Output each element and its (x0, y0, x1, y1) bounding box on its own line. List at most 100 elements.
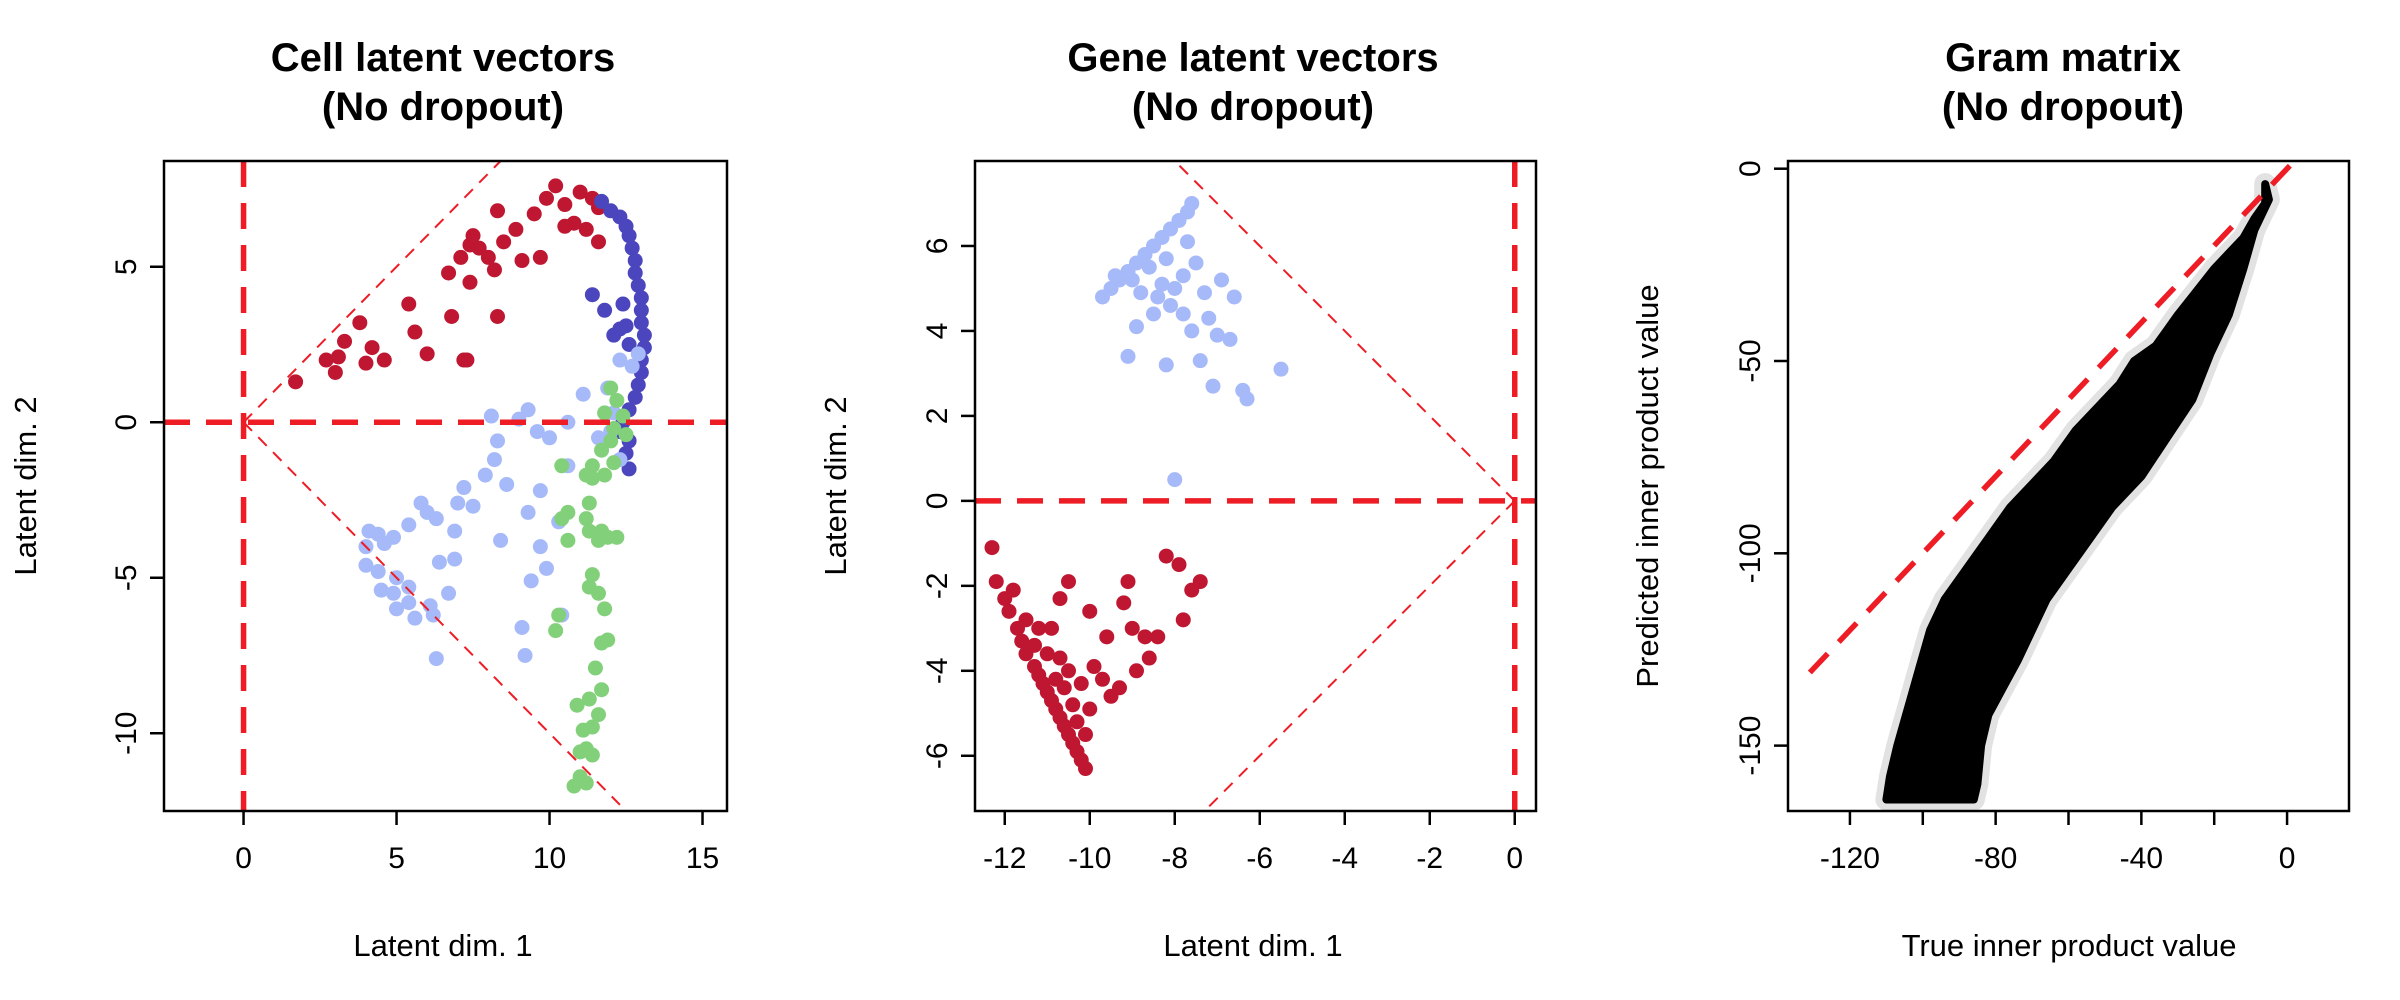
gram-y-tick-label-2: -100 (1734, 523, 1767, 583)
cell-point-2-29 (486, 452, 502, 468)
cell-point-0-24 (490, 203, 506, 219)
cell-point-3-14 (581, 523, 597, 539)
gene-point-0-14 (1133, 285, 1149, 301)
gene-point-1-0 (984, 540, 1000, 556)
cell-point-3-32 (569, 697, 585, 713)
gene-point-0-20 (1129, 319, 1144, 335)
cell-point-0-11 (419, 346, 435, 362)
cell-point-3-40 (566, 778, 582, 794)
cell-point-1-25 (597, 302, 613, 318)
cell-reference-line-3 (242, 421, 621, 806)
cell-point-2-28 (477, 467, 493, 483)
cell-point-0-37 (590, 234, 606, 250)
gram-y-tick-label-3: -150 (1734, 716, 1767, 776)
cell-point-3-38 (584, 747, 600, 763)
gene-point-1-48 (1141, 650, 1157, 666)
gene-x-tick-label-3: -6 (1246, 842, 1273, 875)
gram-panel-xlabel: True inner product value (1902, 928, 2237, 963)
cell-panel-ylabel: Latent dim. 2 (8, 396, 43, 575)
gene-point-0-13 (1124, 272, 1140, 288)
cell-point-2-22 (447, 523, 463, 539)
cell-point-2-45 (542, 430, 558, 446)
cell-point-2-43 (517, 647, 533, 663)
cell-point-2-54 (630, 346, 646, 362)
gene-plot-area (975, 161, 1536, 811)
gene-point-0-26 (1209, 327, 1225, 343)
cell-point-2-35 (520, 402, 536, 418)
cell-point-1-26 (615, 296, 631, 312)
gene-point-1-23 (1031, 620, 1047, 636)
gene-point-1-27 (1052, 650, 1068, 666)
cell-plot-frame (162, 159, 729, 813)
cell-point-2-57 (532, 483, 548, 499)
gene-panel-ylabel: Latent dim. 2 (818, 396, 853, 575)
gene-point-0-40 (1154, 276, 1170, 292)
gene-point-1-44 (1112, 680, 1127, 696)
cell-point-2-21 (431, 554, 447, 570)
gene-point-0-24 (1184, 323, 1200, 339)
gene-y-tick-label-4: -2 (921, 572, 954, 599)
cell-point-2-37 (520, 504, 536, 520)
cell-point-3-10 (554, 458, 570, 474)
cell-point-0-15 (462, 274, 478, 290)
gene-point-1-51 (1171, 557, 1187, 573)
cell-point-2-10 (373, 582, 389, 598)
gene-point-1-34 (1073, 676, 1089, 692)
gene-x-tick-label-4: -4 (1331, 842, 1358, 875)
gene-point-0-21 (1146, 306, 1161, 322)
cell-point-0-31 (557, 197, 573, 213)
gene-point-0-18 (1167, 280, 1183, 296)
cell-point-0-12 (444, 309, 460, 325)
gene-point-1-54 (1192, 574, 1208, 590)
cell-point-3-26 (548, 623, 564, 639)
gene-panel-title-line1: Gene latent vectors (1067, 36, 1438, 80)
cell-point-3-0 (603, 380, 619, 396)
cell-panel-marks: 0 5 10 15 5 0 -5 -10 (110, 159, 729, 875)
gram-plot-area (1807, 161, 2297, 811)
cell-point-0-17 (453, 249, 469, 265)
gram-reference-line-0 (1807, 161, 2297, 675)
gram-matrix-panel: Gram matrix (No dropout) True inner prod… (1630, 36, 2351, 963)
cell-point-3-41 (578, 775, 594, 791)
gene-point-1-36 (1052, 591, 1068, 607)
gene-point-0-12 (1107, 268, 1123, 284)
cell-point-0-10 (407, 324, 423, 340)
cell-point-0-20 (465, 228, 481, 244)
cell-point-1-4 (621, 228, 637, 244)
cell-point-2-42 (523, 573, 539, 589)
gene-point-0-38 (1188, 255, 1204, 271)
cell-point-3-35 (575, 722, 591, 738)
gene-point-1-40 (1099, 629, 1115, 645)
gene-point-1-24 (1039, 646, 1055, 662)
gene-point-1-22 (1027, 637, 1042, 653)
gene-y-tick-label-2: 2 (921, 408, 954, 425)
cell-point-0-22 (486, 262, 502, 278)
cell-point-1-24 (584, 287, 600, 303)
gene-point-0-33 (1226, 289, 1242, 305)
gene-point-0-22 (1163, 297, 1178, 313)
cell-y-tick-label-2: -5 (110, 564, 143, 591)
cell-point-2-20 (428, 511, 444, 527)
gene-point-1-45 (1120, 574, 1136, 590)
cell-point-1-7 (627, 265, 643, 281)
gene-point-1-47 (1137, 629, 1153, 645)
cell-point-0-23 (496, 234, 512, 250)
gene-point-0-11 (1184, 195, 1200, 211)
gene-point-1-29 (1065, 697, 1081, 713)
gene-point-0-41 (1197, 285, 1212, 301)
gene-point-1-53 (1175, 612, 1191, 628)
cell-point-1-5 (624, 240, 640, 256)
gene-y-tick-label-3: 0 (921, 493, 954, 510)
cell-point-2-17 (428, 651, 444, 667)
gene-point-1-19 (1078, 761, 1093, 777)
gene-point-1-46 (1129, 663, 1144, 679)
cell-point-0-3 (337, 333, 353, 349)
cell-x-tick-label-0: 0 (235, 842, 252, 875)
cell-point-2-23 (447, 551, 463, 567)
cell-point-1-16 (630, 377, 646, 393)
cell-point-3-1 (597, 405, 613, 421)
cell-point-0-8 (352, 315, 368, 331)
cell-point-0-29 (538, 190, 554, 206)
gene-point-1-50 (1158, 548, 1174, 564)
cell-point-1-28 (621, 336, 637, 352)
